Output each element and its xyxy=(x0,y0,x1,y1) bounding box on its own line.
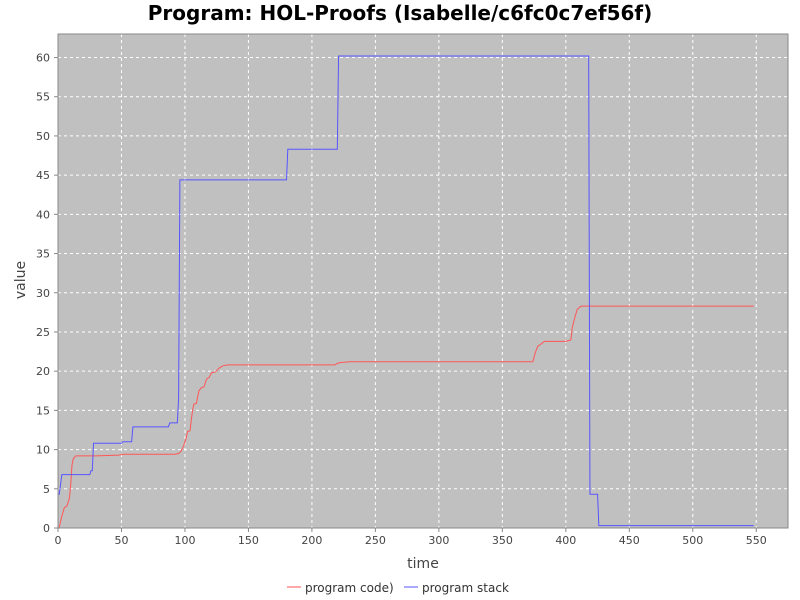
plot-border xyxy=(57,33,789,529)
x-tick-label: 0 xyxy=(55,534,62,547)
y-tick-label: 0 xyxy=(43,522,50,535)
y-tick-label: 35 xyxy=(36,248,50,261)
x-tick-label: 50 xyxy=(114,534,128,547)
chart-title: Program: HOL-Proofs (Isabelle/c6fc0c7ef5… xyxy=(148,1,653,25)
y-tick-label: 10 xyxy=(36,444,50,457)
series-line-program-stack xyxy=(58,55,754,527)
x-tick-label: 150 xyxy=(238,534,259,547)
x-tick-label: 250 xyxy=(365,534,386,547)
legend-label: program stack xyxy=(422,581,509,595)
y-tick-label: 50 xyxy=(36,130,50,143)
y-tick-label: 30 xyxy=(36,287,50,300)
y-tick-label: 5 xyxy=(43,483,50,496)
y-tick-label: 40 xyxy=(36,208,50,221)
x-tick-label: 350 xyxy=(492,534,513,547)
series-layer xyxy=(58,55,754,528)
plot-area: 0 50 100 150 200 250 300 350 400 450 500 550 0 5 10 15… xyxy=(36,33,789,547)
y-tick-label: 60 xyxy=(36,52,50,65)
y-tick-label: 15 xyxy=(36,404,50,417)
x-tick-label: 550 xyxy=(746,534,767,547)
y-tick-label: 55 xyxy=(36,91,50,104)
x-tick-label: 200 xyxy=(301,534,322,547)
series-line-program-code xyxy=(58,305,754,528)
y-tick-label: 25 xyxy=(36,326,50,339)
x-axis-label: time xyxy=(407,556,439,572)
y-axis-label: value xyxy=(13,261,29,299)
legend: program code) program stack xyxy=(287,581,509,595)
y-axis-ticks: 0 5 10 15 20 25 30 35 40 45 50 55 60 xyxy=(36,52,58,535)
x-tick-label: 500 xyxy=(682,534,703,547)
y-tick-label: 45 xyxy=(36,169,50,182)
x-tick-label: 400 xyxy=(555,534,576,547)
x-tick-label: 100 xyxy=(174,534,195,547)
y-tick-label: 20 xyxy=(36,365,50,378)
legend-label: program code) xyxy=(305,581,394,595)
x-tick-label: 450 xyxy=(619,534,640,547)
x-tick-label: 300 xyxy=(428,534,449,547)
x-axis-ticks: 0 50 100 150 200 250 300 350 400 450 500 550 xyxy=(55,528,767,547)
